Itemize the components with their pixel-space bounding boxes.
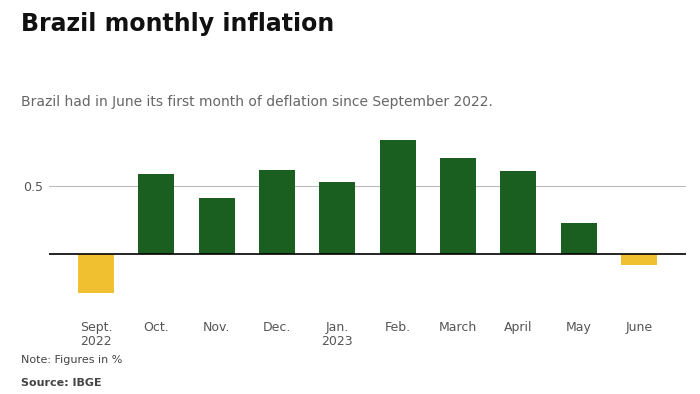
Bar [561,223,596,254]
Text: Brazil had in June its first month of deflation since September 2022.: Brazil had in June its first month of de… [21,95,493,109]
Bar [379,140,416,254]
Bar [78,254,114,294]
Bar [199,198,234,254]
Bar [319,182,356,254]
Text: Source: IBGE: Source: IBGE [21,378,102,388]
Text: Note: Figures in %: Note: Figures in % [21,355,122,364]
Bar [621,254,657,265]
Text: Brazil monthly inflation: Brazil monthly inflation [21,12,335,36]
Bar [139,174,174,254]
Bar [259,170,295,254]
Bar [500,171,536,254]
Bar [440,158,476,254]
